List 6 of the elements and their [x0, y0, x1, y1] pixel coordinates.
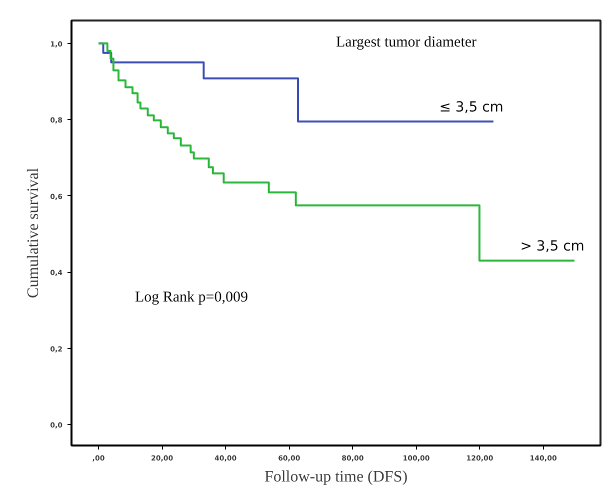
- x-axis-title: Follow-up time (DFS): [264, 468, 408, 486]
- y-axis-title: Cumulative survival: [25, 167, 42, 298]
- series-label: > 3,5 cm: [520, 238, 584, 255]
- annotation: Largest tumor diameter: [336, 34, 477, 50]
- series-label: ≤ 3,5 cm: [439, 100, 504, 116]
- annotation: Log Rank p=0,009: [134, 289, 248, 306]
